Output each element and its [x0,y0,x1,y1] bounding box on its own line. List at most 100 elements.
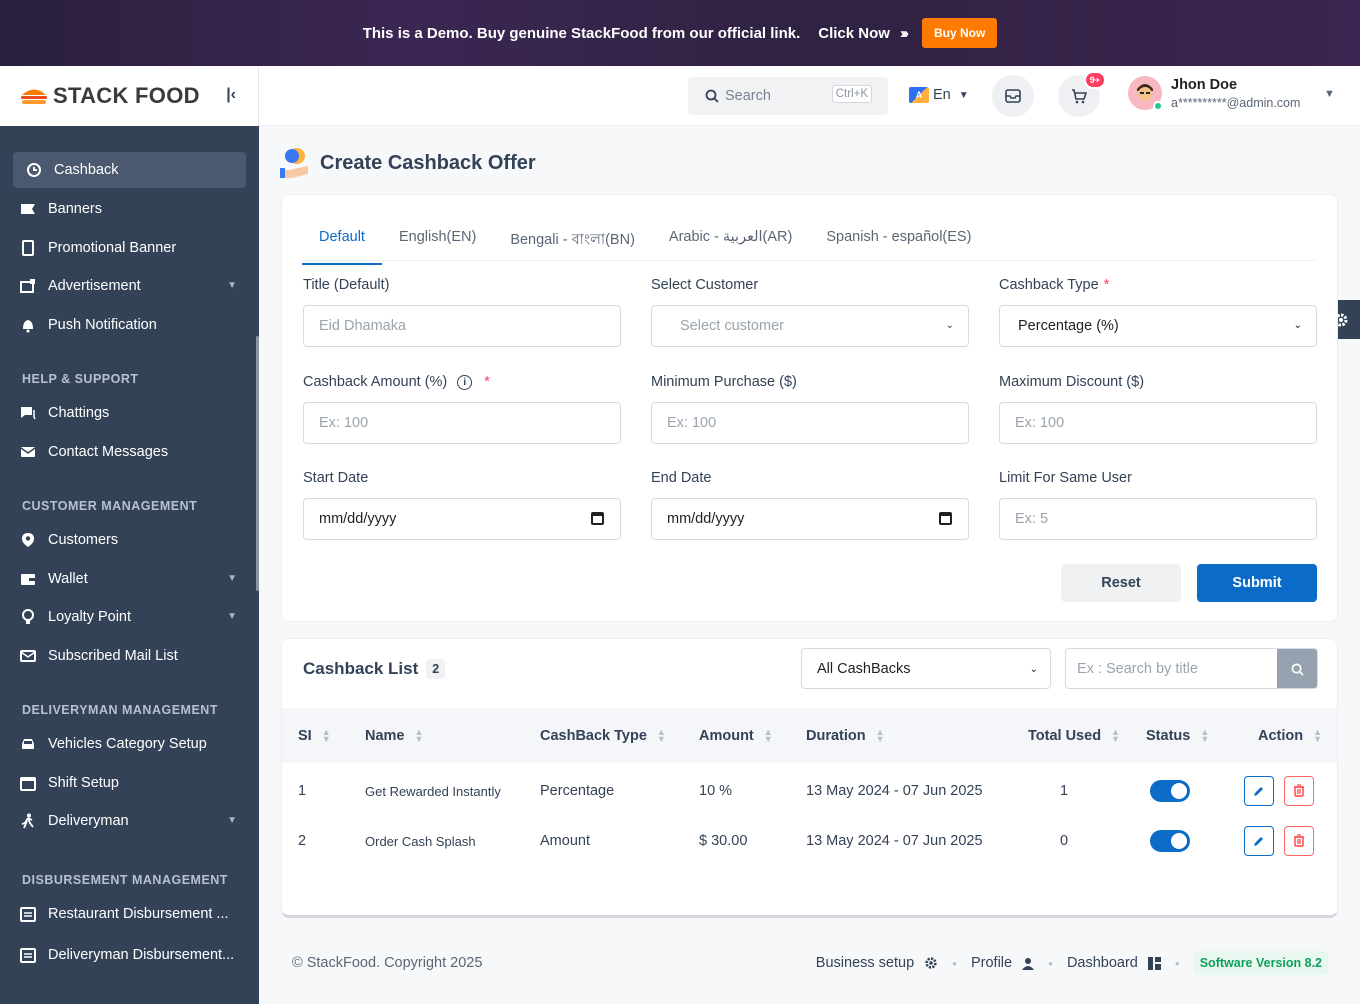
delete-button[interactable] [1284,825,1314,856]
sidebar-item-label: Cashback [54,162,119,178]
translate-icon: A [909,87,929,103]
cashback-list-card: Cashback List 2 All CashBacks ⌄ Ex : Sea… [281,638,1338,918]
disbursement-icon [20,906,36,922]
column-status[interactable]: Status ▲ ▼ [1130,708,1235,763]
column-cashback-type[interactable]: CashBack Type ▲ ▼ [524,708,683,763]
limit-same-user-input[interactable]: Ex: 5 [999,498,1317,540]
cell-si: 1 [298,783,307,799]
click-now-link[interactable]: Click Now [818,24,890,42]
cashback-amount-label-text: Cashback Amount (%) [303,374,448,390]
pencil-icon [1254,787,1263,797]
edit-button[interactable] [1244,826,1274,857]
buy-now-button[interactable]: Buy Now [921,18,998,48]
sidebar-item-label: Restaurant Disbursement ... [48,905,229,922]
column-label: Status [1146,727,1191,744]
language-selector[interactable]: A En ▼ [909,87,969,103]
sidebar-item-wallet[interactable]: Wallet ▼ [0,560,259,599]
disbursement-icon [20,947,36,964]
end-date-label: End Date [651,470,712,486]
start-date-input[interactable]: mm/dd/yyyy [303,498,621,540]
calendar-icon[interactable] [591,512,604,525]
column-si[interactable]: SI ▲ ▼ [282,708,349,763]
tab-default[interactable]: Default [302,217,382,265]
cell-amount: $ 30.00 [699,833,748,849]
customer-select[interactable]: Select customer ⌄ [651,305,969,347]
sidebar-item-coupons[interactable]: Coupons [0,109,259,125]
business-setup-link[interactable]: Business setup [815,955,915,971]
user-avatar-icon [1137,84,1153,101]
customer-field: Select Customer Select customer ⌄ [651,277,969,347]
list-search-button[interactable] [1277,649,1317,688]
table-row: 2 Order Cash Splash Amount $ 30.00 13 Ma… [282,815,1337,867]
sort-icon: ▲ ▼ [656,726,666,744]
loyalty-icon [20,609,36,625]
title-label: Title (Default) [303,277,390,293]
list-search-input[interactable]: Ex : Search by title [1065,648,1318,689]
column-duration[interactable]: Duration ▲ ▼ [790,708,1004,763]
tab-arabic[interactable]: Arabic - العربية(AR) [668,229,793,245]
list-title: Cashback List [303,659,419,678]
cell-amount: 10 % [699,783,733,799]
calendar-icon[interactable] [939,512,952,525]
cashback-filter-select[interactable]: All CashBacks ⌄ [801,648,1051,689]
cart-button[interactable]: 9+ [1058,71,1106,117]
column-action[interactable]: Action ▲ ▼ [1235,708,1337,763]
dashboard-link[interactable]: Dashboard [1066,955,1138,971]
messages-button[interactable] [992,75,1034,117]
tab-english[interactable]: English(EN) [398,229,477,245]
coupon-icon [20,109,36,125]
sidebar-item-customers[interactable]: Customers [0,521,259,560]
sidebar-item-loyalty-point[interactable]: Loyalty Point ▼ [0,598,259,637]
chevron-down-icon: ▼ [227,611,237,622]
sidebar-item-cashback[interactable]: Cashback [13,152,246,188]
column-total-used[interactable]: Total Used ▲ ▼ [1004,708,1130,763]
profile-link[interactable]: Profile [970,955,1013,971]
title-input[interactable]: Eid Dhamaka [303,305,621,347]
sidebar-item-label: Subscribed Mail List [48,647,178,664]
status-toggle[interactable] [1150,780,1190,802]
end-date-input[interactable]: mm/dd/yyyy [651,498,969,540]
table-row: 1 Get Rewarded Instantly Percentage 10 %… [282,763,1337,815]
sidebar: STACK FOOD |‹ Coupons Cashback Banners P… [0,66,259,1004]
list-title-row: Cashback List 2 [303,659,446,679]
sidebar-item-subscribed-mail-list[interactable]: Subscribed Mail List [0,637,259,676]
submit-button[interactable]: Submit [1197,564,1317,602]
column-amount[interactable]: Amount ▲ ▼ [683,708,790,763]
cashback-amount-input[interactable]: Ex: 100 [303,402,621,444]
tab-bengali[interactable]: Bengali - বাংলা(BN) [510,232,635,248]
sidebar-item-advertisement[interactable]: Advertisement ▼ [0,267,259,306]
info-icon[interactable]: i [457,374,473,390]
collapse-sidebar-icon[interactable]: |‹ [226,86,236,103]
sidebar-item-promotional-banner[interactable]: Promotional Banner [0,229,259,268]
sidebar-item-vehicles-category-setup[interactable]: Vehicles Category Setup [0,725,259,764]
mail-list-icon [20,648,36,664]
user-menu[interactable]: Jhon Doe a**********@admin.com [1128,76,1300,111]
logo[interactable]: STACK FOOD |‹ [0,66,259,126]
end-date-field: End Date mm/dd/yyyy [651,470,969,540]
column-name[interactable]: Name ▲ ▼ [349,708,524,763]
sort-icon: ▲ ▼ [414,726,424,744]
cashback-form-card: Default English(EN) Bengali - বাংলা(BN) … [281,194,1338,622]
delete-button[interactable] [1284,775,1314,806]
sidebar-item-chattings[interactable]: Chattings [0,394,259,433]
sidebar-scrollbar[interactable] [256,336,259,591]
cashback-type-select[interactable]: Percentage (%) ⌄ [999,305,1317,347]
sidebar-item-deliveryman-disbursement[interactable]: Deliveryman Disbursement... [0,936,259,975]
edit-button[interactable] [1244,776,1274,807]
sidebar-item-banners[interactable]: Banners [0,190,259,229]
advertisement-icon [20,278,36,294]
sidebar-item-restaurant-disbursement[interactable]: Restaurant Disbursement ... [0,895,259,934]
maximum-discount-input[interactable]: Ex: 100 [999,402,1317,444]
search-box[interactable]: Search Ctrl+K [688,77,888,115]
sidebar-item-contact-messages[interactable]: Contact Messages [0,433,259,472]
minimum-purchase-input[interactable]: Ex: 100 [651,402,969,444]
reset-button[interactable]: Reset [1061,564,1181,602]
tab-spanish[interactable]: Spanish - español(ES) [826,229,972,245]
status-toggle[interactable] [1150,830,1190,852]
sidebar-item-shift-setup[interactable]: Shift Setup [0,764,259,803]
sidebar-item-deliveryman[interactable]: Deliveryman ▼ [0,802,259,841]
sidebar-item-label: Chattings [48,405,110,422]
user-menu-chevron-icon[interactable]: ▼ [1324,88,1335,100]
required-mark: * [1103,277,1110,293]
sidebar-item-push-notification[interactable]: Push Notification [0,306,259,345]
